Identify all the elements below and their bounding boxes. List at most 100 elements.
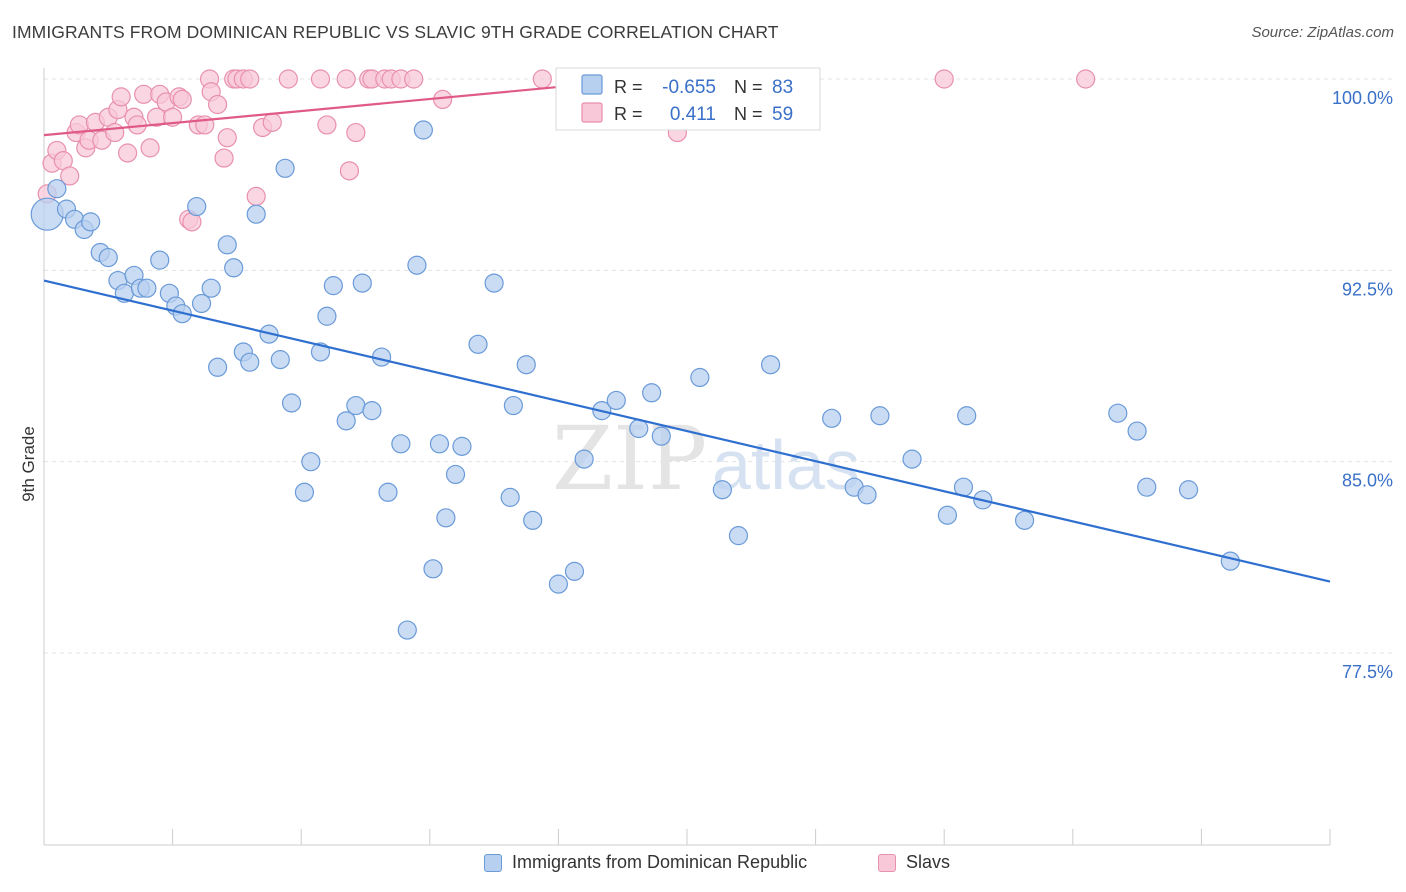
legend-swatch-blue (484, 853, 502, 872)
dominican-point (651, 426, 671, 446)
dominican-point (484, 273, 504, 293)
legend-label-dominican: Immigrants from Dominican Republic (512, 852, 808, 872)
legend-r-label: R = (614, 104, 643, 124)
dominican-point (445, 464, 466, 485)
dominican-point (47, 179, 67, 199)
slavs-point (240, 69, 260, 89)
chart-source: Source: ZipAtlas.com (1251, 24, 1394, 41)
legend-n-value: 59 (772, 104, 793, 125)
y-axis-label: 9th Grade (19, 426, 38, 502)
dominican-point (516, 355, 536, 375)
dominican-point (523, 510, 543, 530)
dominican-point (1137, 477, 1157, 497)
dominican-point (407, 255, 427, 275)
slavs-point (339, 161, 360, 181)
dominican-point (137, 278, 157, 298)
dominican-point (870, 406, 890, 426)
slavs-point (934, 69, 954, 89)
dominican-points (30, 120, 1240, 640)
slavs-point (278, 69, 298, 89)
dominican-point (397, 620, 417, 640)
legend-swatch-pink (581, 102, 603, 123)
slavs-trend-line (43, 80, 617, 137)
dominican-point (468, 334, 488, 354)
dominican-point (208, 357, 228, 377)
dominican-point (902, 449, 922, 469)
dominican-point (957, 406, 977, 426)
dominican-point (362, 401, 382, 421)
legend-item-slavs: Slavs (878, 852, 950, 873)
dominican-point (301, 452, 321, 472)
legend-r-value: -0.655 (662, 77, 716, 98)
dominican-point (346, 395, 366, 416)
dominican-point (294, 482, 315, 502)
dominican-point (503, 395, 523, 416)
dominican-point (1220, 551, 1240, 571)
slavs-point (310, 69, 331, 89)
slavs-point (262, 112, 282, 132)
slavs-point (532, 69, 552, 89)
dominican-point (98, 247, 118, 268)
dominican-point (1108, 403, 1128, 423)
gridlines (44, 78, 1392, 654)
dominican-point (201, 278, 221, 298)
slavs-point (246, 186, 266, 206)
series-legend: Immigrants from Dominican Republic Slavs (0, 850, 1406, 880)
slavs-point (336, 69, 356, 89)
x-ticks (43, 829, 1331, 845)
y-tick-label: 77.5% (1342, 662, 1393, 682)
dominican-point (1014, 510, 1035, 530)
dominican-point (822, 408, 842, 428)
dominican-point (452, 436, 472, 456)
slavs-point (134, 84, 154, 104)
dominican-point (857, 485, 877, 505)
dominican-point (281, 393, 302, 413)
legend-r-value: 0.411 (670, 104, 716, 125)
dominican-point (81, 212, 101, 232)
dominican-point (429, 434, 450, 454)
dominican-point (574, 449, 594, 469)
dominican-point (310, 342, 331, 362)
dominican-point (336, 411, 356, 431)
dominican-point (564, 561, 585, 581)
dominican-point (760, 355, 781, 375)
y-tick-labels: 77.5% 85.0% 92.5% 100.0% (1332, 88, 1393, 682)
legend-swatch-blue (581, 74, 603, 95)
scatter-plot: ZIP atlas 77.5%85.0%92.5%100.0% 0.0%40.0… (19, 67, 1393, 846)
legend-n-label: N = (734, 104, 763, 124)
slavs-point (214, 148, 234, 168)
slavs-point (317, 115, 337, 135)
dominican-point (606, 390, 626, 411)
watermark: ZIP atlas (552, 407, 860, 510)
y-tick-label: 92.5% (1342, 279, 1393, 299)
chart-title: IMMIGRANTS FROM DOMINICAN REPUBLIC VS SL… (12, 22, 779, 42)
dominican-point (246, 204, 266, 224)
dominican-point (150, 250, 170, 270)
dominican-point (500, 487, 520, 507)
dominican-point (191, 293, 212, 314)
slavs-point (404, 69, 424, 89)
slavs-point (111, 87, 131, 107)
dominican-point (275, 158, 295, 178)
dominican-point (352, 273, 372, 293)
legend-n-value: 83 (772, 77, 793, 98)
dominican-point (317, 306, 337, 326)
dominican-point (413, 120, 433, 140)
dominican-point (436, 508, 456, 528)
dominican-point (378, 482, 398, 502)
dominican-point (1178, 480, 1199, 500)
slavs-point (217, 128, 237, 148)
trend-lines (43, 80, 1331, 583)
dominican-point (240, 352, 260, 372)
slavs-point (346, 122, 366, 143)
dominican-point (224, 258, 244, 278)
slavs-points (37, 69, 1096, 232)
dominican-point (323, 276, 343, 296)
legend-r-label: R = (614, 77, 643, 97)
dominican-point (423, 559, 443, 579)
y-tick-label: 85.0% (1342, 471, 1393, 491)
slavs-point (60, 166, 80, 186)
slavs-point (140, 138, 160, 158)
slavs-point (105, 122, 125, 143)
dominican-point (548, 574, 569, 594)
